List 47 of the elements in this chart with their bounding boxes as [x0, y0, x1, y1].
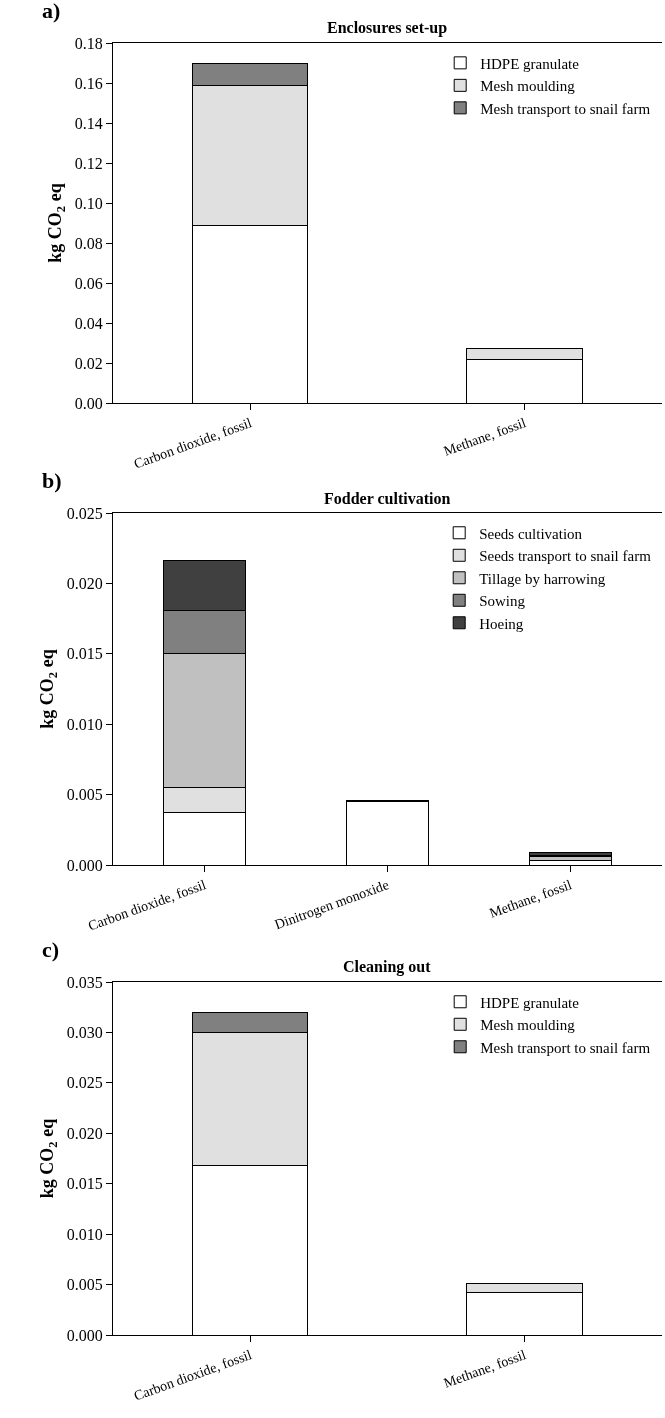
x-tick-label: Carbon dioxide, fossil	[131, 415, 254, 472]
y-tick-label: 0.010	[66, 715, 103, 733]
y-tick-label: 0.000	[66, 1326, 103, 1344]
y-tick-label: 0.14	[74, 114, 103, 132]
x-tick-label: Methane, fossil	[441, 1347, 529, 1391]
y-tick-label: 0.00	[74, 394, 103, 412]
legend-label: Mesh moulding	[480, 1017, 576, 1034]
x-tick-label: Methane, fossil	[441, 415, 529, 459]
x-tick-label: Carbon dioxide, fossil	[86, 877, 209, 934]
y-tick-label: 0.030	[66, 1024, 103, 1042]
y-tick-label: 0.04	[74, 314, 103, 332]
legend-label: HDPE granulate	[480, 55, 580, 72]
chart-title: Enclosures set-up	[327, 19, 448, 37]
y-tick-label: 0.12	[74, 154, 103, 172]
y-tick-label: 0.010	[66, 1225, 103, 1243]
text: b)	[42, 468, 62, 493]
x-tick-label: Methane, fossil	[487, 877, 574, 921]
chart-title: Cleaning out	[343, 958, 432, 976]
chart-title: Fodder cultivation	[324, 490, 451, 507]
y-tick-label: 0.02	[74, 354, 103, 372]
y-tick-label: 0.020	[66, 575, 103, 592]
y-tick-label: 0.16	[74, 74, 103, 92]
y-tick-label: 0.015	[66, 645, 103, 663]
legend-label: HDPE granulate	[480, 994, 580, 1011]
y-tick-label: 0.18	[74, 34, 103, 52]
y-tick-label: 0.025	[66, 504, 103, 522]
legend-label: Mesh moulding	[480, 78, 576, 95]
legend-label: Mesh transport to snail farm	[480, 1039, 651, 1056]
y-tick-label: 0.06	[74, 274, 103, 292]
legend-label: Seeds transport to snail farm	[479, 548, 652, 565]
y-tick-label: 0.025	[66, 1074, 103, 1092]
y-tick-label: 0.005	[66, 786, 103, 804]
legend-label: Sowing	[479, 593, 526, 610]
x-tick-label: Carbon dioxide, fossil	[131, 1347, 254, 1404]
legend-label: Hoeing	[479, 615, 524, 632]
y-tick-label: 0.020	[66, 1124, 103, 1142]
legend-label: Seeds cultivation	[479, 525, 583, 542]
y-tick-label: 0.000	[66, 856, 103, 874]
y-tick-label: 0.08	[74, 234, 103, 252]
y-tick-label: 0.015	[66, 1175, 103, 1193]
y-tick-label: 0.035	[66, 973, 103, 991]
legend-label: Tillage by harrowing	[479, 570, 606, 587]
y-tick-label: 0.10	[74, 194, 103, 212]
text: c)	[42, 937, 60, 962]
y-tick-label: 0.005	[66, 1276, 103, 1294]
legend-label: Mesh transport to snail farm	[480, 100, 651, 117]
text: a)	[42, 0, 61, 23]
